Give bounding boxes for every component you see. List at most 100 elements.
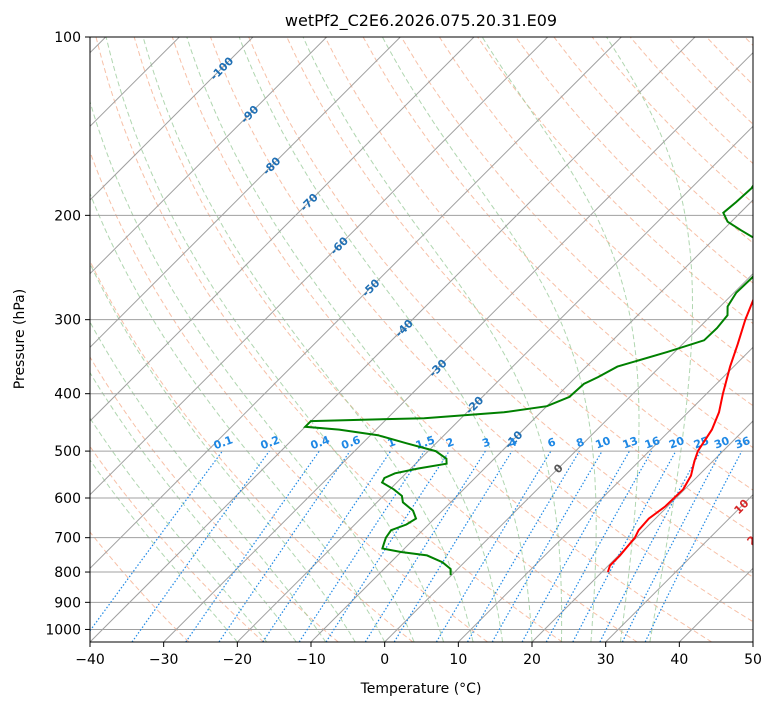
- isotherm-line: [310, 199, 753, 642]
- plot-frame: [89, 36, 754, 643]
- x-tick-label: 20: [523, 652, 541, 668]
- isotherm-label: -90: [238, 103, 261, 126]
- isotherm-label: -70: [298, 191, 321, 214]
- theta-label: 40: [767, 587, 775, 607]
- moist-adiabat-line: [90, 459, 238, 642]
- y-tick-label: 100: [54, 30, 81, 46]
- mixing-ratio-label: 16: [643, 434, 662, 452]
- mixing-ratio-label: 6: [546, 435, 558, 450]
- moist-adiabat-line: [238, 37, 533, 642]
- x-axis: −40 −30 −20 −10 0 10 20 30 40 50: [75, 642, 762, 668]
- mixing-ratio-line: [621, 450, 722, 642]
- mixing-ratio-line: [298, 450, 425, 642]
- y-tick-label: 600: [54, 491, 81, 507]
- x-axis-label: Temperature (°C): [360, 681, 482, 697]
- chart-title: wetPf2_C2E6.2026.075.20.31.E09: [285, 11, 557, 31]
- isotherms: [90, 37, 753, 642]
- mixing-ratio-label: 8: [574, 435, 586, 450]
- mixing-ratio-label: 4: [507, 435, 519, 450]
- x-tick-label: −20: [223, 652, 253, 668]
- dry-adiabat-line: [90, 356, 339, 642]
- mixing-ratio-line: [435, 450, 552, 642]
- moist-adiabat-line: [90, 417, 268, 642]
- dry-adiabat-line: [591, 37, 753, 204]
- dry-adiabat-line: [133, 37, 638, 642]
- mixing-ratio-label: 20: [667, 434, 686, 452]
- isotherm-line: [384, 272, 753, 642]
- moist-adiabat-line: [381, 37, 597, 642]
- plot-area: -100-90-80-70-60-50-40-30-20-100 1020304…: [90, 37, 775, 642]
- moist-adiabat-line: [90, 262, 356, 642]
- moist-adiabat-line: [90, 99, 415, 642]
- dry-adiabat-line: [248, 37, 753, 578]
- mixing-ratio-label: 1.5: [414, 433, 437, 452]
- y-tick-label: 400: [54, 387, 81, 403]
- mixing-ratio-line: [521, 450, 631, 642]
- dry-adiabat-line: [668, 37, 753, 125]
- dry-adiabat-line: [400, 37, 753, 407]
- mixing-ratio-lines: [90, 450, 743, 642]
- isobars: [90, 37, 753, 630]
- mixing-ratio-line: [325, 450, 450, 642]
- dry-adiabat-line: [171, 37, 712, 642]
- x-tick-label: 10: [449, 652, 467, 668]
- moist-adiabat-line: [186, 37, 503, 642]
- moist-adiabat-line: [302, 37, 563, 642]
- isotherm-line: [605, 493, 753, 642]
- mixing-ratio-line: [131, 450, 270, 642]
- dry-adiabat-line: [90, 531, 190, 642]
- y-tick-label: 700: [54, 531, 81, 547]
- moist-adiabat-line: [90, 192, 386, 642]
- mixing-ratio-line: [393, 450, 513, 642]
- isotherm-line: [678, 567, 753, 642]
- dry-adiabat-line: [706, 37, 753, 86]
- x-tick-label: 50: [744, 652, 762, 668]
- mixing-ratio-line: [364, 450, 486, 642]
- moist-adiabat-line: [90, 371, 297, 642]
- dry-adiabat-line: [438, 37, 753, 366]
- x-tick-label: 40: [670, 652, 688, 668]
- isotherm-line: [90, 37, 254, 201]
- mixing-ratio-label: 0.2: [259, 433, 282, 452]
- isotherm-label: -100: [208, 54, 237, 83]
- mixing-ratio-line: [185, 450, 320, 642]
- dry-adiabat-line: [90, 150, 488, 642]
- dry-adiabat-line: [515, 37, 753, 284]
- isotherm-line: [457, 346, 753, 642]
- moist-adiabat-line: [142, 37, 474, 642]
- isotherm-line: [90, 37, 622, 570]
- y-tick-label: 500: [54, 444, 81, 460]
- y-axis: 100 200 300 400 500 600 700 800 900 1000: [45, 30, 90, 638]
- y-tick-label: 300: [54, 313, 81, 329]
- mixing-ratio-line: [218, 450, 351, 642]
- dry-adiabat-line: [210, 37, 753, 623]
- x-tick-label: −40: [75, 652, 105, 668]
- dry-adiabat-line: [324, 37, 753, 491]
- isotherm-line: [90, 37, 328, 275]
- isotherm-line: [90, 37, 549, 496]
- dry-adiabat-line: [95, 37, 563, 642]
- y-tick-label: 900: [54, 595, 81, 611]
- x-tick-label: 30: [597, 652, 615, 668]
- mixing-ratio-label: 13: [621, 434, 640, 451]
- mixing-ratio-line: [599, 450, 702, 642]
- mixing-ratio-labels: 0.1 0.2 0.4 0.6 1 1.5 2 3 4 6 8 10 13 16 20 25 30 36: [212, 433, 752, 452]
- y-tick-label: 1000: [45, 622, 81, 638]
- x-tick-label: −30: [149, 652, 179, 668]
- dry-adiabat-line: [362, 37, 753, 449]
- mixing-ratio-label: 2: [444, 435, 456, 450]
- isotherm-line: [752, 641, 753, 642]
- mixing-ratio-line: [644, 450, 743, 642]
- mixing-ratio-label: 0.1: [212, 433, 235, 452]
- theta-label: 20: [745, 528, 765, 548]
- mixing-ratio-label: 0.4: [309, 433, 332, 452]
- dry-adiabat-line: [90, 445, 264, 642]
- mixing-ratio-label: 10: [594, 434, 613, 452]
- theta-label: 30: [750, 559, 770, 579]
- mixing-ratio-label: 36: [733, 434, 752, 452]
- mixing-ratio-line: [572, 450, 677, 642]
- isotherm-line: [90, 37, 475, 422]
- mixing-ratio-line: [545, 450, 653, 642]
- mixing-ratio-line: [90, 450, 223, 632]
